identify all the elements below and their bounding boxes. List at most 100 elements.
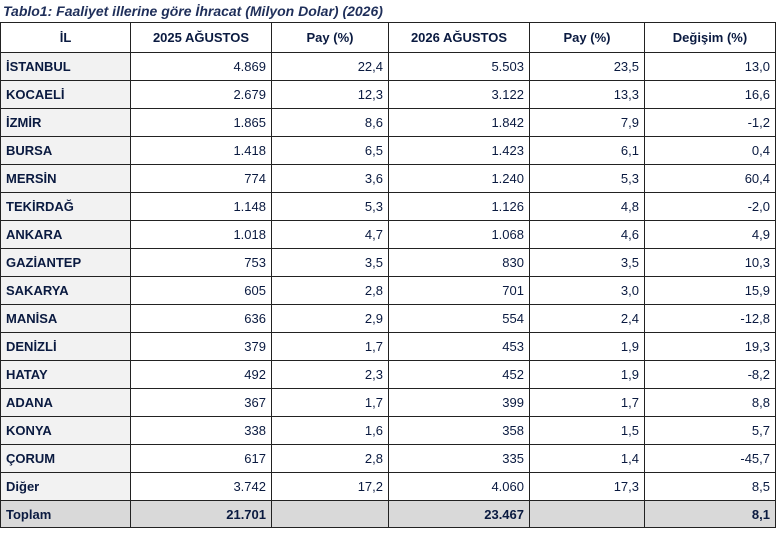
cell-il: BURSA <box>0 136 131 165</box>
cell-2026: 453 <box>388 332 530 361</box>
header-il: İL <box>0 22 131 53</box>
cell-pay-2025: 12,3 <box>271 80 389 109</box>
table-row: KONYA 338 1,6 358 1,5 5,7 <box>0 416 776 445</box>
cell-pay-2026: 4,8 <box>529 192 645 221</box>
cell-2025: 2.679 <box>130 80 272 109</box>
cell-il: ANKARA <box>0 220 131 249</box>
cell-degisim: 8,1 <box>644 500 776 528</box>
header-2025: 2025 AĞUSTOS <box>130 22 272 53</box>
cell-2026: 554 <box>388 304 530 333</box>
total-row: Toplam 21.701 23.467 8,1 <box>0 500 776 528</box>
cell-pay-2026: 1,4 <box>529 444 645 473</box>
cell-2026: 1.126 <box>388 192 530 221</box>
cell-il: İZMİR <box>0 108 131 137</box>
cell-2025: 21.701 <box>130 500 272 528</box>
cell-2025: 636 <box>130 304 272 333</box>
cell-il: MERSİN <box>0 164 131 193</box>
cell-pay-2025: 2,9 <box>271 304 389 333</box>
cell-pay-2025: 3,5 <box>271 248 389 277</box>
cell-pay-2025: 8,6 <box>271 108 389 137</box>
table-row: İSTANBUL 4.869 22,4 5.503 23,5 13,0 <box>0 52 776 81</box>
table-row: HATAY 492 2,3 452 1,9 -8,2 <box>0 360 776 389</box>
cell-pay-2025: 22,4 <box>271 52 389 81</box>
cell-pay-2026: 1,9 <box>529 332 645 361</box>
cell-pay-2026: 3,0 <box>529 276 645 305</box>
cell-2026: 4.060 <box>388 472 530 501</box>
table-body: İSTANBUL 4.869 22,4 5.503 23,5 13,0 KOCAELİ 2.6… <box>0 52 776 528</box>
cell-2025: 1.148 <box>130 192 272 221</box>
cell-degisim: 10,3 <box>644 248 776 277</box>
table-caption: Tablo1: Faaliyet illerine göre İhracat (… <box>3 3 383 19</box>
cell-degisim: 8,5 <box>644 472 776 501</box>
cell-2025: 774 <box>130 164 272 193</box>
cell-2026: 358 <box>388 416 530 445</box>
cell-pay-2025: 2,8 <box>271 444 389 473</box>
cell-2025: 605 <box>130 276 272 305</box>
cell-2025: 4.869 <box>130 52 272 81</box>
cell-il: Toplam <box>0 500 131 528</box>
cell-2026: 335 <box>388 444 530 473</box>
cell-2025: 379 <box>130 332 272 361</box>
table-row: KOCAELİ 2.679 12,3 3.122 13,3 16,6 <box>0 80 776 109</box>
table-row: DENİZLİ 379 1,7 453 1,9 19,3 <box>0 332 776 361</box>
cell-il: KOCAELİ <box>0 80 131 109</box>
cell-degisim: 0,4 <box>644 136 776 165</box>
table-row: Diğer 3.742 17,2 4.060 17,3 8,5 <box>0 472 776 501</box>
cell-degisim: -45,7 <box>644 444 776 473</box>
cell-pay-2025: 2,3 <box>271 360 389 389</box>
cell-il: GAZİANTEP <box>0 248 131 277</box>
header-pay-2025: Pay (%) <box>271 22 389 53</box>
cell-degisim: 13,0 <box>644 52 776 81</box>
cell-2026: 1.068 <box>388 220 530 249</box>
cell-pay-2025: 17,2 <box>271 472 389 501</box>
cell-pay-2026 <box>529 500 645 528</box>
header-row: İL 2025 AĞUSTOS Pay (%) 2026 AĞUSTOS Pay… <box>0 22 776 53</box>
cell-degisim: 15,9 <box>644 276 776 305</box>
cell-2025: 492 <box>130 360 272 389</box>
cell-2025: 367 <box>130 388 272 417</box>
table-row: İZMİR 1.865 8,6 1.842 7,9 -1,2 <box>0 108 776 137</box>
cell-degisim: 4,9 <box>644 220 776 249</box>
cell-il: İSTANBUL <box>0 52 131 81</box>
cell-2025: 3.742 <box>130 472 272 501</box>
cell-2026: 452 <box>388 360 530 389</box>
table-row: MANİSA 636 2,9 554 2,4 -12,8 <box>0 304 776 333</box>
cell-pay-2026: 23,5 <box>529 52 645 81</box>
cell-pay-2025 <box>271 500 389 528</box>
cell-pay-2025: 3,6 <box>271 164 389 193</box>
cell-2025: 1.018 <box>130 220 272 249</box>
cell-il: HATAY <box>0 360 131 389</box>
cell-degisim: 16,6 <box>644 80 776 109</box>
cell-2025: 1.418 <box>130 136 272 165</box>
table-row: TEKİRDAĞ 1.148 5,3 1.126 4,8 -2,0 <box>0 192 776 221</box>
cell-il: TEKİRDAĞ <box>0 192 131 221</box>
table-row: ÇORUM 617 2,8 335 1,4 -45,7 <box>0 444 776 473</box>
cell-degisim: -1,2 <box>644 108 776 137</box>
cell-pay-2025: 1,7 <box>271 332 389 361</box>
cell-pay-2025: 6,5 <box>271 136 389 165</box>
cell-pay-2026: 3,5 <box>529 248 645 277</box>
cell-pay-2026: 7,9 <box>529 108 645 137</box>
cell-degisim: 5,7 <box>644 416 776 445</box>
cell-2026: 399 <box>388 388 530 417</box>
cell-pay-2025: 1,6 <box>271 416 389 445</box>
cell-il: ÇORUM <box>0 444 131 473</box>
cell-degisim: 19,3 <box>644 332 776 361</box>
cell-2026: 5.503 <box>388 52 530 81</box>
export-table: İL 2025 AĞUSTOS Pay (%) 2026 AĞUSTOS Pay… <box>0 22 776 528</box>
cell-2025: 338 <box>130 416 272 445</box>
table-header: İL 2025 AĞUSTOS Pay (%) 2026 AĞUSTOS Pay… <box>0 22 776 53</box>
cell-2026: 3.122 <box>388 80 530 109</box>
cell-pay-2026: 17,3 <box>529 472 645 501</box>
cell-2025: 1.865 <box>130 108 272 137</box>
cell-pay-2026: 1,7 <box>529 388 645 417</box>
table-row: ADANA 367 1,7 399 1,7 8,8 <box>0 388 776 417</box>
cell-il: MANİSA <box>0 304 131 333</box>
cell-2026: 1.423 <box>388 136 530 165</box>
cell-pay-2025: 2,8 <box>271 276 389 305</box>
table-row: GAZİANTEP 753 3,5 830 3,5 10,3 <box>0 248 776 277</box>
cell-2026: 1.842 <box>388 108 530 137</box>
cell-degisim: 8,8 <box>644 388 776 417</box>
cell-pay-2026: 6,1 <box>529 136 645 165</box>
cell-pay-2026: 1,5 <box>529 416 645 445</box>
